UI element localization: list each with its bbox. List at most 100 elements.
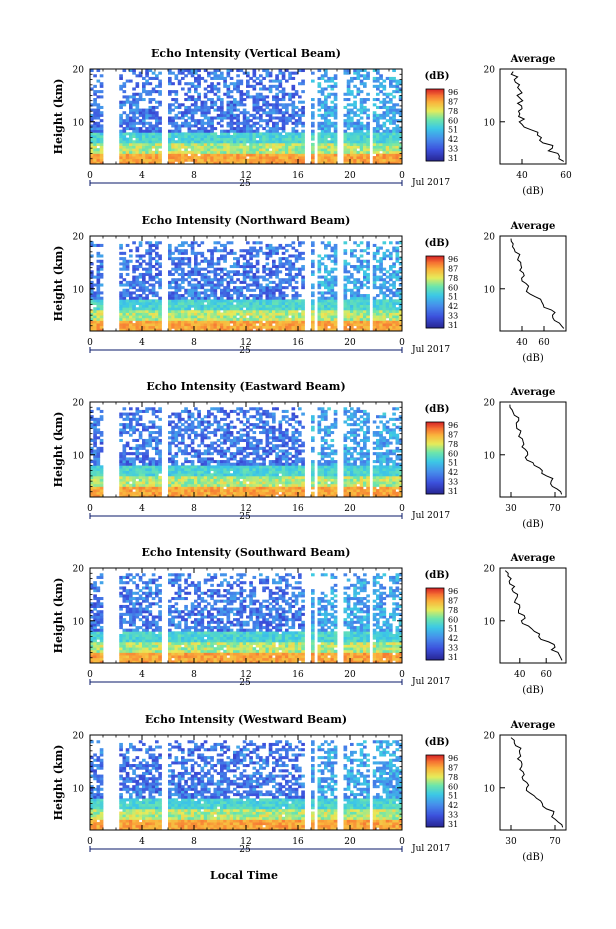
colorbar-segment: [426, 97, 444, 99]
heatmap-cell: [272, 132, 276, 136]
heatmap-cell: [376, 315, 380, 319]
heatmap-cell: [122, 470, 127, 474]
heatmap-cell: [135, 137, 140, 141]
heatmap-cell: [229, 82, 234, 86]
heatmap-cell: [226, 140, 231, 144]
heatmap-cell: [301, 304, 305, 308]
heatmap-cell: [272, 140, 276, 144]
heatmap-cell: [324, 315, 328, 319]
heatmap-cell: [324, 304, 328, 308]
heatmap-cell: [122, 412, 127, 416]
heatmap-cell: [93, 320, 97, 324]
heatmap-cell: [90, 288, 94, 292]
heatmap-cell: [187, 140, 192, 144]
heatmap-cell: [135, 127, 140, 131]
heatmap-cell: [135, 92, 140, 96]
heatmap-cell: [194, 98, 198, 102]
heatmap-cell: [142, 452, 146, 456]
heatmap-cell: [177, 156, 182, 160]
heatmap-cell: [363, 142, 367, 146]
heatmap-cell: [200, 309, 205, 313]
heatmap-cell: [171, 161, 175, 165]
heatmap-cell: [372, 283, 377, 287]
heatmap-cell: [298, 82, 302, 86]
heatmap-cell: [233, 320, 237, 324]
heatmap-cell: [291, 113, 296, 117]
colorbar-segment: [426, 151, 444, 153]
heatmap-cell: [220, 116, 224, 120]
heatmap-cell: [151, 486, 156, 490]
colorbar-segment: [426, 137, 444, 139]
colorbar-segment: [426, 103, 444, 105]
heatmap-cell: [372, 134, 377, 139]
heatmap-cell: [96, 489, 101, 493]
heatmap-cell: [327, 280, 331, 284]
heatmap-cell: [346, 301, 351, 306]
heatmap-cell: [252, 105, 257, 109]
heatmap-cell: [242, 124, 247, 128]
heatmap-cell: [363, 294, 367, 298]
heatmap-cell: [132, 315, 136, 319]
heatmap-cell: [262, 265, 266, 269]
heatmap-cell: [142, 460, 146, 464]
heatmap-cell: [327, 121, 331, 125]
heatmap-cell: [252, 71, 257, 75]
heatmap-cell: [301, 100, 305, 104]
heatmap-cell: [343, 153, 348, 157]
heatmap-cell: [158, 257, 162, 261]
heatmap-cell: [210, 325, 214, 329]
heatmap-cell: [311, 142, 315, 146]
heatmap-cell: [242, 262, 247, 266]
heatmap-cell: [158, 262, 162, 266]
heatmap-cell: [278, 108, 283, 112]
heatmap-cell: [359, 307, 364, 311]
heatmap-cell: [190, 116, 195, 120]
heatmap-cell: [132, 431, 136, 435]
y-tick-label: 20: [73, 66, 85, 76]
heatmap-cell: [350, 124, 354, 128]
heatmap-cell: [311, 98, 315, 102]
heatmap-cell: [138, 315, 143, 319]
heatmap-cell: [252, 301, 257, 306]
heatmap-cell: [158, 137, 162, 141]
colorbar-segment: [426, 277, 444, 280]
heatmap-cell: [155, 119, 159, 123]
heatmap-cell: [122, 251, 127, 255]
heatmap-cell: [177, 294, 182, 298]
heatmap-cell: [168, 446, 172, 450]
heatmap-cell: [174, 105, 179, 109]
heatmap-cell: [171, 121, 175, 125]
colorbar-tick-label: 96: [448, 255, 458, 264]
heatmap-cell: [395, 79, 400, 83]
heatmap-cell: [119, 475, 123, 479]
heatmap-cell: [359, 153, 364, 157]
heatmap-cell: [168, 315, 172, 319]
heatmap-cell: [197, 304, 201, 308]
heatmap-cell: [226, 323, 231, 327]
heatmap-cell: [311, 251, 315, 255]
heatmap-cell: [285, 317, 289, 321]
heatmap-cell: [249, 315, 253, 319]
heatmap-cell: [207, 249, 211, 253]
heatmap-cell: [291, 84, 296, 88]
heatmap-cell: [190, 323, 195, 327]
heatmap-cell: [294, 71, 299, 75]
heatmap-cell: [317, 113, 322, 117]
heatmap-cell: [135, 161, 140, 165]
heatmap-cell: [298, 241, 302, 245]
heatmap-cell: [346, 158, 351, 162]
heatmap-cell: [119, 116, 123, 120]
heatmap-cell: [184, 105, 188, 109]
heatmap-cell: [171, 304, 175, 308]
heatmap-cell: [233, 105, 237, 109]
heatmap-cell: [246, 251, 250, 255]
heatmap-cell: [99, 486, 104, 490]
heatmap-cell: [236, 137, 240, 141]
heatmap-cell: [252, 325, 257, 329]
heatmap-cell: [350, 90, 354, 94]
heatmap-cell: [343, 113, 348, 117]
heatmap-cell: [259, 249, 263, 253]
heatmap-cell: [265, 309, 270, 313]
heatmap-cell: [353, 286, 357, 290]
heatmap-cell: [210, 299, 214, 303]
